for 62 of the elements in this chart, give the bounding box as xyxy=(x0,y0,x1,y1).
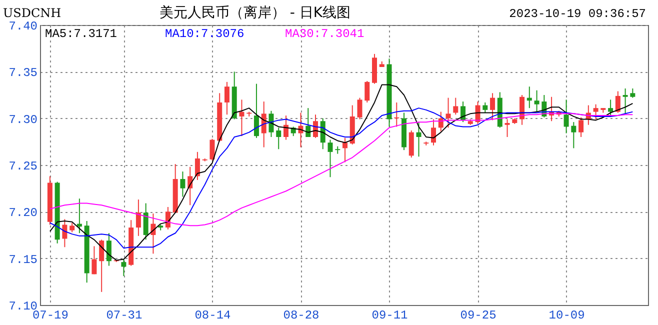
candlestick xyxy=(180,171,186,198)
candlestick xyxy=(622,88,628,114)
candlestick xyxy=(416,122,422,158)
candlestick xyxy=(92,246,97,275)
candlestick xyxy=(593,104,598,120)
candlestick xyxy=(446,97,451,128)
x-tick-label: 07-19 xyxy=(32,308,68,322)
candlestick xyxy=(490,92,496,121)
chart-title: 美元人民币（离岸） - 日K线图 xyxy=(159,5,351,21)
candlestick xyxy=(453,97,458,116)
candlestick xyxy=(431,118,436,146)
candlestick xyxy=(210,138,215,161)
candlestick xyxy=(328,139,333,178)
y-tick-label: 7.20 xyxy=(8,206,38,220)
candlestick xyxy=(268,110,274,138)
x-tick-label: 09-25 xyxy=(460,308,496,322)
x-tick-label: 07-31 xyxy=(106,308,142,322)
y-tick-label: 7.35 xyxy=(8,66,38,80)
candlestick xyxy=(357,97,362,120)
candlestick xyxy=(224,81,230,116)
candlestick xyxy=(520,94,525,126)
y-tick-label: 7.30 xyxy=(8,112,38,127)
candlestick xyxy=(106,232,112,266)
chart-subtitle: USDCNH xyxy=(3,6,62,20)
candlestick xyxy=(62,218,68,248)
candlestick xyxy=(394,102,400,128)
text: MA30:7.3041 xyxy=(285,27,364,41)
text: MA10:7.3076 xyxy=(165,27,244,41)
candlestick xyxy=(571,122,576,149)
candlestick xyxy=(408,130,414,158)
candlestick xyxy=(482,102,488,114)
candlestick xyxy=(342,137,348,163)
candlestick xyxy=(534,90,540,112)
candlestick xyxy=(615,90,620,114)
y-tick-label: 7.25 xyxy=(8,160,38,174)
y-tick-label: 7.15 xyxy=(8,252,38,267)
candlestick xyxy=(254,83,259,138)
x-tick-label: 08-28 xyxy=(283,308,320,322)
candlestick xyxy=(578,116,584,138)
text: MA5:7.3171 xyxy=(45,27,118,41)
candlestick xyxy=(564,99,569,134)
candlestick xyxy=(99,239,104,292)
candlestick xyxy=(121,258,126,277)
candlestick xyxy=(143,202,148,240)
candlestick xyxy=(630,88,636,98)
candlestick xyxy=(194,151,200,180)
candlestick xyxy=(608,99,614,117)
candlestick xyxy=(239,99,244,137)
candlestick xyxy=(261,101,266,148)
x-tick-label: 09-11 xyxy=(372,308,408,322)
candlestick xyxy=(276,127,282,150)
candlestick xyxy=(136,199,141,236)
y-tick-label: 7.40 xyxy=(8,20,38,34)
line-series xyxy=(49,84,634,261)
candlestick xyxy=(70,222,75,233)
candlestick xyxy=(283,115,288,140)
candlestick xyxy=(320,118,326,150)
candlestick xyxy=(504,118,510,138)
candlestick xyxy=(364,80,370,103)
text: 2023-10-19 09:36:57 xyxy=(509,7,646,21)
x-tick-label: 08-14 xyxy=(194,308,231,322)
x-tick-label: 10-09 xyxy=(548,308,585,322)
